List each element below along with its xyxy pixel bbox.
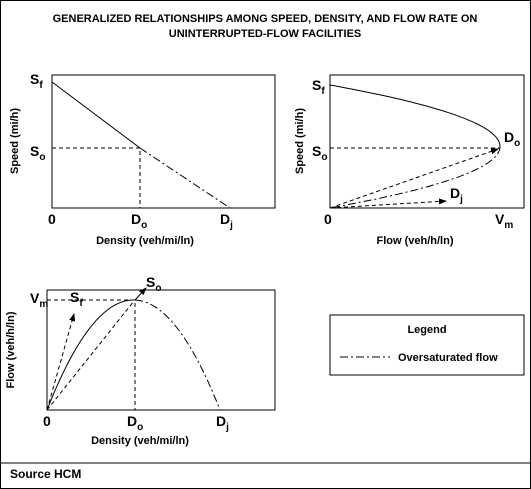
panel-speed-density: Speed (mi/h) Density (veh/mi/ln) Sf So 0… xyxy=(9,71,276,247)
panel-flow-density: Flow (veh/h/ln) Density (veh/mi/ln) Vm S… xyxy=(5,274,276,447)
y-label: Flow (veh/h/ln) xyxy=(5,311,17,388)
label: Sf xyxy=(312,77,325,97)
label: 0 xyxy=(48,211,56,227)
label: Dj xyxy=(220,211,233,231)
label: Dj xyxy=(216,413,229,433)
legend-title: Legend xyxy=(407,324,446,336)
label: Sf xyxy=(70,289,83,309)
x-label: Density (veh/mi/ln) xyxy=(91,435,189,447)
x-label: Flow (veh/h/ln) xyxy=(377,235,454,247)
label: Vm xyxy=(30,290,48,310)
y-label: Speed (mi/h) xyxy=(294,108,306,174)
label: Sf xyxy=(30,71,43,91)
label: Do xyxy=(127,413,143,433)
legend: Legend Oversaturated flow xyxy=(329,314,525,376)
panel-speed-flow: Speed (mi/h) Flow (veh/h/ln) Sf So 0 Vm … xyxy=(294,74,525,247)
x-label: Density (veh/mi/ln) xyxy=(96,235,194,247)
label: So xyxy=(30,143,45,163)
label: So xyxy=(146,274,161,294)
label: Do xyxy=(131,211,147,231)
title: GENERALIZED RELATIONSHIPS AMONG SPEED, D… xyxy=(53,13,478,25)
label: 0 xyxy=(43,413,51,429)
legend-entry: Oversaturated flow xyxy=(398,352,498,364)
source: Source HCM xyxy=(10,467,81,481)
title: UNINTERRUPTED-FLOW FACILITIES xyxy=(169,28,362,40)
label: 0 xyxy=(324,211,332,227)
label: Dj xyxy=(450,185,463,205)
y-label: Speed (mi/h) xyxy=(9,108,21,174)
label: So xyxy=(312,143,327,163)
label: Do xyxy=(504,129,520,149)
label: Vm xyxy=(495,211,513,231)
